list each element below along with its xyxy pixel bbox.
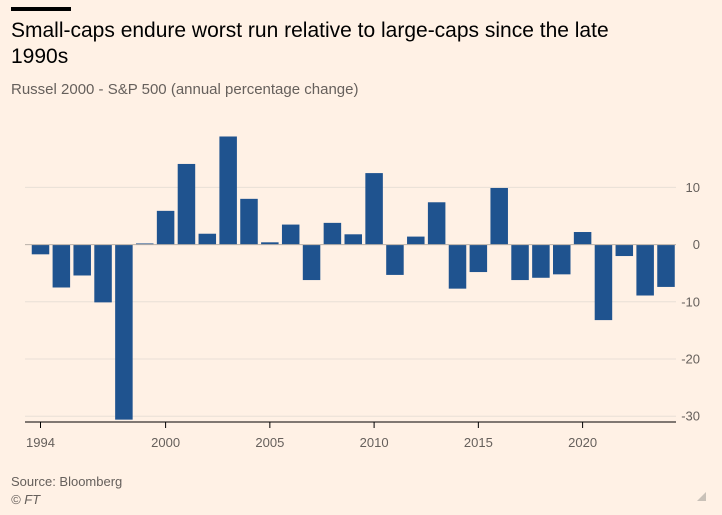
y-tick-label: -10	[681, 294, 700, 309]
ft-top-rule	[11, 7, 71, 11]
bar	[344, 234, 362, 245]
bar	[198, 233, 217, 245]
bar	[427, 202, 446, 245]
bar	[594, 244, 613, 321]
grid-lines	[25, 186, 676, 417]
bar	[615, 244, 634, 257]
bar	[469, 244, 488, 273]
bar	[31, 244, 50, 255]
source-note: Source: Bloomberg	[11, 474, 123, 489]
ft-copyright: © FT	[11, 492, 41, 507]
x-tick-label: 1994	[26, 435, 55, 450]
bar	[73, 244, 91, 276]
resize-corner-icon	[697, 492, 706, 501]
bar	[407, 236, 425, 245]
chart-title: Small-caps endure worst run relative to …	[11, 19, 609, 68]
x-axis: 1994 2000 2005 2010 2015 2020	[25, 421, 676, 450]
bar	[365, 173, 383, 245]
x-tick-label: 2010	[360, 435, 389, 450]
y-tick-label: 0	[693, 237, 700, 252]
bars	[31, 136, 675, 420]
bar	[386, 244, 404, 275]
bar	[657, 244, 675, 287]
bar	[52, 244, 71, 288]
bar	[636, 244, 654, 296]
bar	[261, 242, 279, 245]
bar	[136, 243, 154, 245]
y-tick-label: -30	[681, 409, 700, 424]
y-tick-label: 10	[686, 180, 700, 195]
bar	[177, 163, 196, 245]
bar	[219, 136, 237, 245]
bar	[281, 224, 300, 245]
x-tick-label: 2020	[568, 435, 597, 450]
bar	[323, 222, 342, 245]
bar	[490, 187, 508, 245]
y-tick-label: -20	[681, 352, 700, 367]
x-tick-label: 2015	[464, 435, 493, 450]
bar	[553, 244, 571, 275]
bar	[156, 210, 175, 245]
chart-subtitle: Russel 2000 - S&P 500 (annual percentage…	[11, 81, 359, 98]
bar	[448, 244, 467, 289]
y-axis: 10 0 -10 -20 -30	[681, 180, 700, 424]
bar	[511, 244, 529, 281]
bar	[302, 244, 321, 281]
bar	[532, 244, 550, 278]
bar	[573, 232, 592, 245]
bar	[94, 244, 112, 303]
bar	[115, 244, 133, 420]
x-tick-label: 2000	[151, 435, 180, 450]
x-tick-label: 2005	[255, 435, 284, 450]
bar	[240, 198, 258, 245]
